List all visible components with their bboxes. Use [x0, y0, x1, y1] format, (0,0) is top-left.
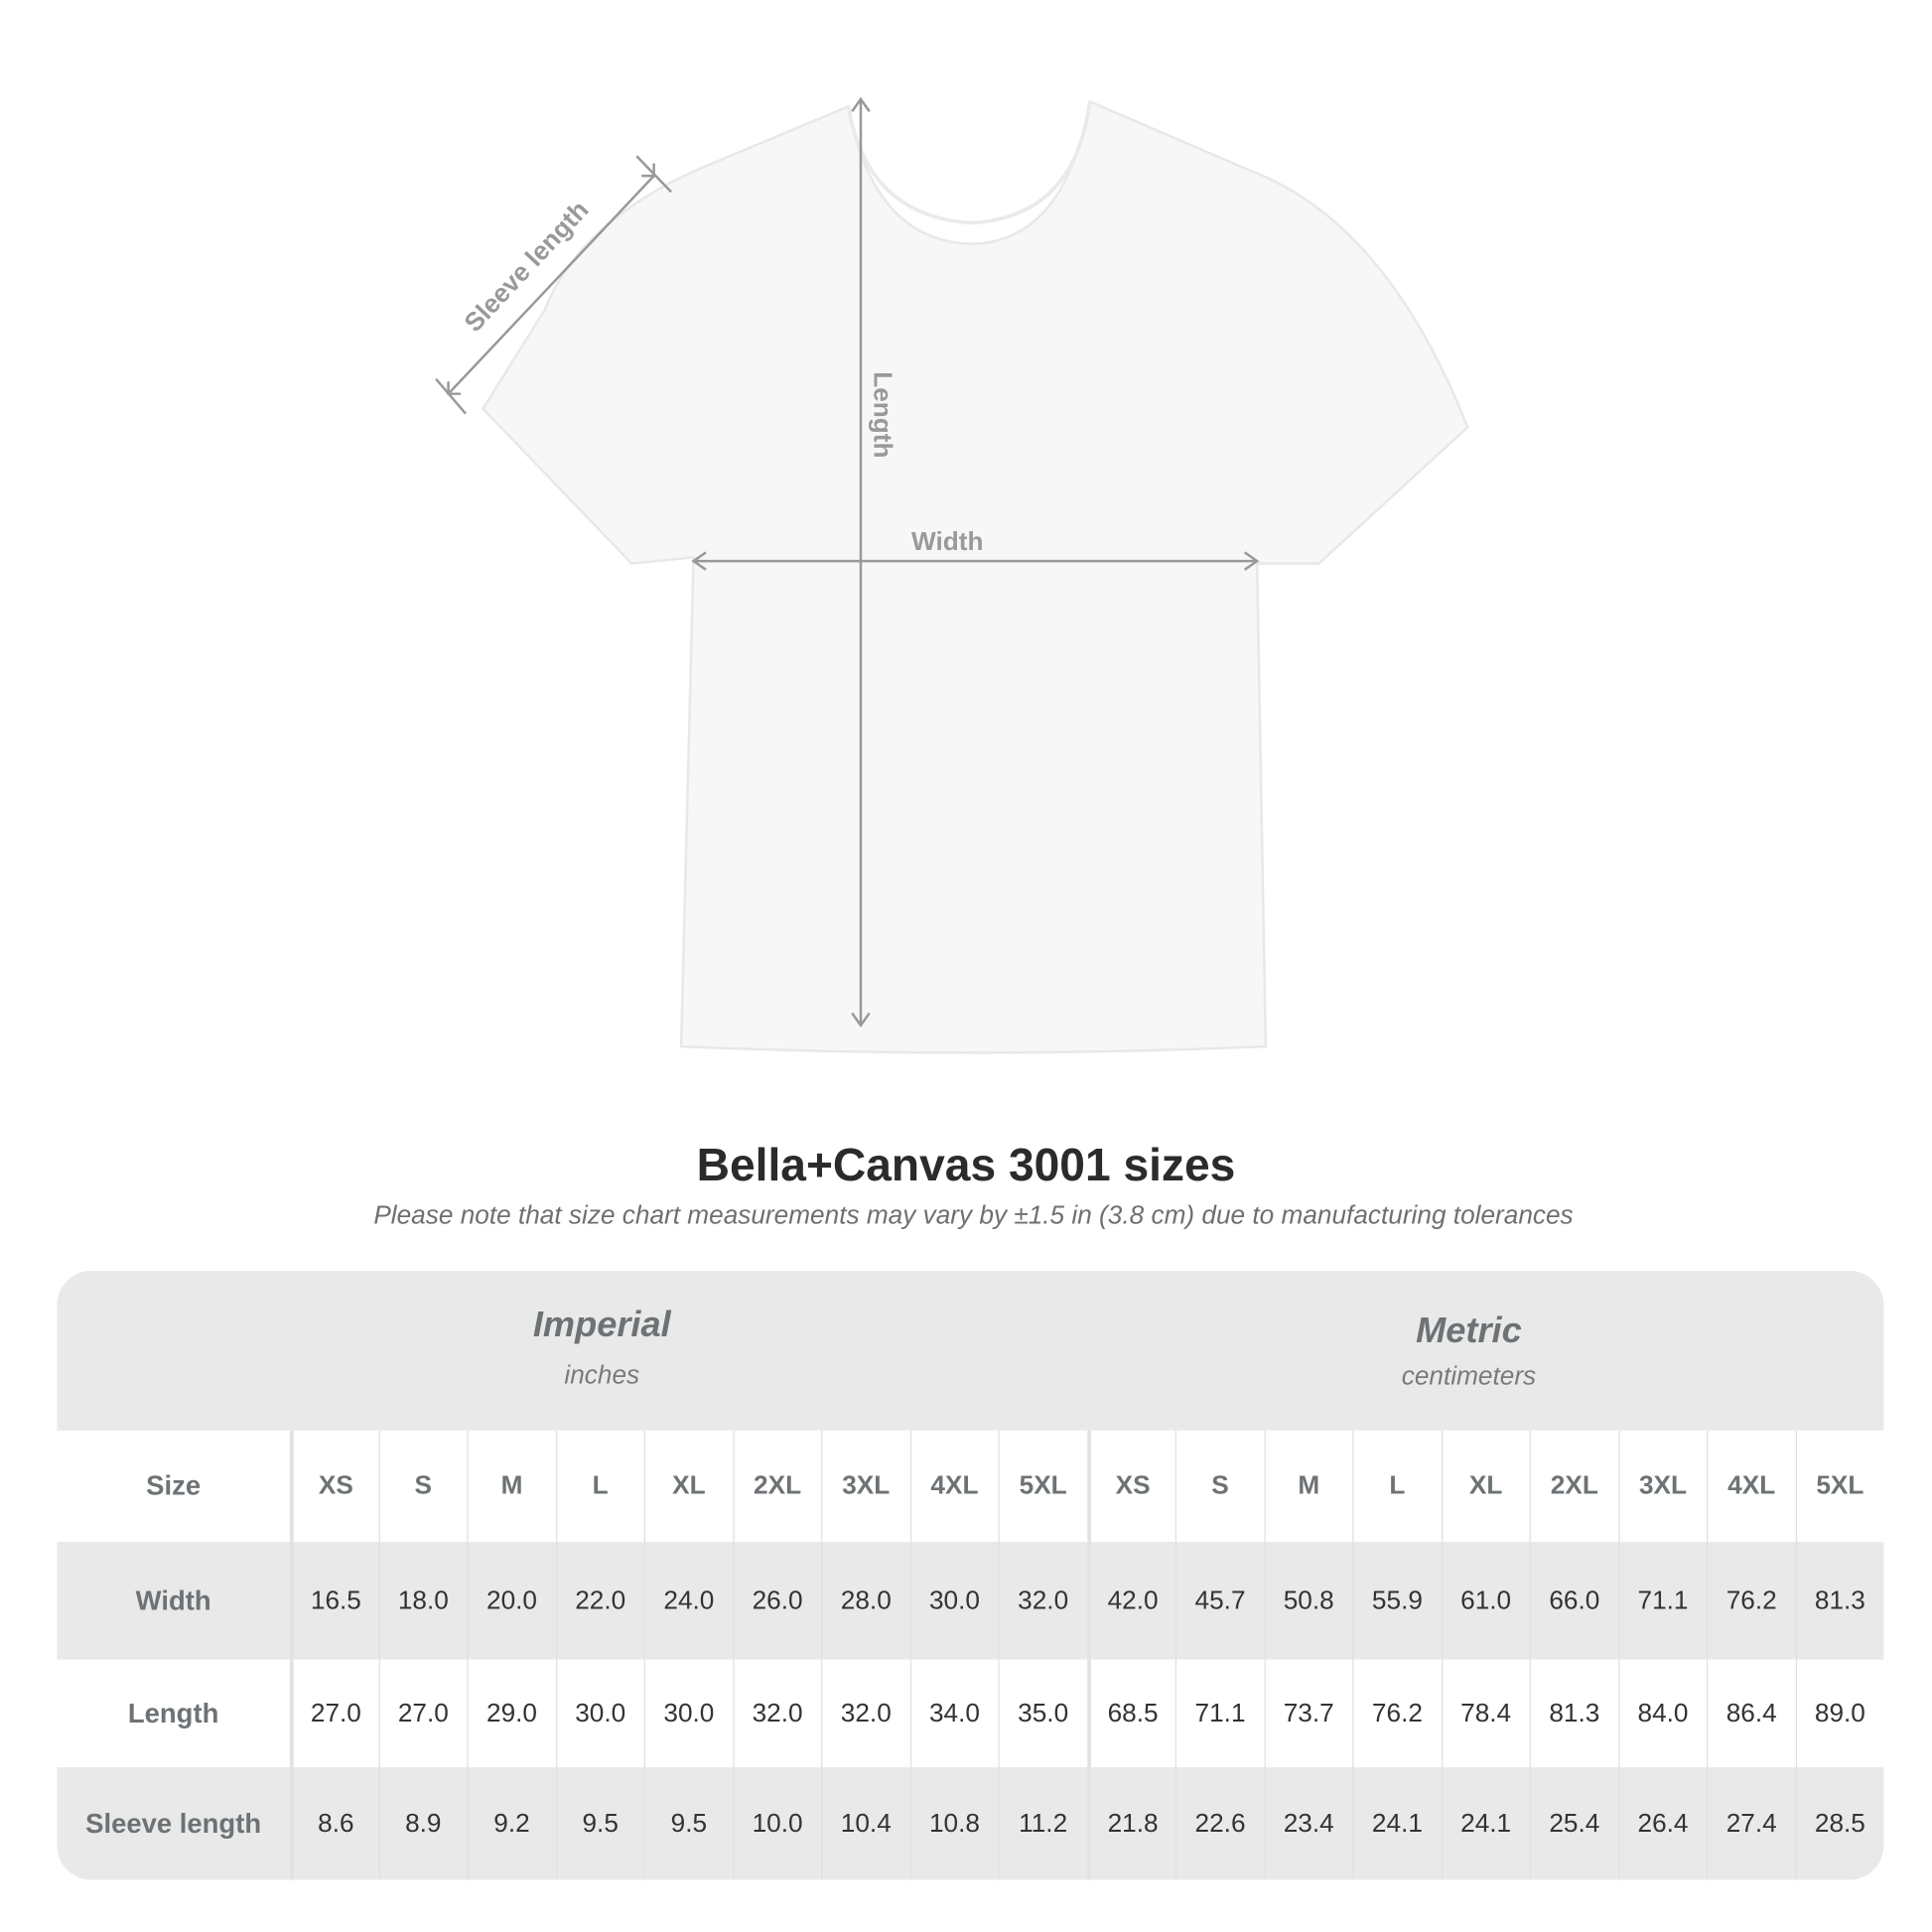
table-cell: 32.0 — [998, 1542, 1086, 1660]
size-header-cell: M — [1264, 1430, 1352, 1543]
sleeve-arrow — [447, 175, 655, 395]
table-cell: 76.2 — [1706, 1542, 1795, 1660]
table-cell: 8.6 — [289, 1767, 378, 1880]
size-table: Imperial inches Metric centimeters Size X… — [57, 1270, 1884, 1880]
table-cell: 16.5 — [289, 1542, 378, 1660]
table-cell: 28.5 — [1795, 1767, 1883, 1880]
metric-title: Metric — [1416, 1311, 1522, 1351]
table-cell: 23.4 — [1264, 1767, 1352, 1880]
table-cell: 89.0 — [1795, 1659, 1883, 1768]
collar — [846, 101, 1092, 225]
imperial-group: Imperial inches — [404, 1306, 800, 1391]
size-header-cell: S — [1174, 1430, 1264, 1543]
table-cell: 26.0 — [732, 1542, 821, 1660]
table-cell: 27.0 — [378, 1659, 467, 1768]
table-cell: 20.0 — [467, 1542, 555, 1660]
size-header-cell: L — [1352, 1430, 1441, 1543]
imperial-unit: inches — [564, 1360, 640, 1390]
table-cell: 86.4 — [1706, 1659, 1795, 1768]
table-header-band — [57, 1270, 1884, 1431]
table-cell: 35.0 — [998, 1659, 1086, 1768]
size-header-cell: 4XL — [909, 1430, 998, 1543]
table-cell: 71.1 — [1617, 1542, 1707, 1660]
table-cell: 45.7 — [1174, 1542, 1264, 1660]
table-cell: 18.0 — [378, 1542, 467, 1660]
size-header-cell: 2XL — [1529, 1430, 1618, 1543]
table-cell: 22.6 — [1174, 1767, 1264, 1880]
table-cell: 42.0 — [1086, 1542, 1175, 1660]
table-cell: 8.9 — [378, 1767, 467, 1880]
imperial-title: Imperial — [532, 1305, 671, 1345]
size-header-cell: XL — [643, 1430, 733, 1543]
table-cell: 28.0 — [821, 1542, 909, 1660]
row-label: Length — [127, 1697, 219, 1728]
table-cell: 84.0 — [1617, 1659, 1707, 1768]
table-cell: 71.1 — [1174, 1659, 1264, 1768]
table-row-width: Width 16.5 18.0 20.0 22.0 24.0 26.0 28.0 30.0 32.… — [57, 1542, 1884, 1660]
table-cell: 81.3 — [1795, 1542, 1883, 1660]
table-cell: 61.0 — [1441, 1542, 1529, 1660]
table-cell: 32.0 — [732, 1659, 821, 1768]
width-label: Width — [911, 526, 983, 556]
tshirt-diagram: Sleeve length Length Width — [435, 96, 1469, 1054]
page-title: Bella+Canvas 3001 sizes — [696, 1139, 1236, 1190]
table-cell: 34.0 — [909, 1659, 998, 1768]
size-header-cell: XS — [289, 1430, 378, 1543]
table-cell: 55.9 — [1352, 1542, 1441, 1660]
table-cell: 27.0 — [289, 1659, 378, 1768]
table-cell: 27.4 — [1706, 1767, 1795, 1880]
table-cell: 11.2 — [998, 1767, 1086, 1880]
row-label: Sleeve length — [85, 1807, 262, 1839]
row-label: Width — [135, 1585, 211, 1616]
size-row-label: Size — [146, 1469, 202, 1501]
table-row-sleeve-length: Sleeve length 8.6 8.9 9.2 9.5 9.5 10.0 10.4 10.8… — [57, 1767, 1884, 1880]
size-header-cell: S — [378, 1430, 467, 1543]
size-header-cell: 3XL — [1617, 1430, 1707, 1543]
table-cell: 25.4 — [1529, 1767, 1618, 1880]
size-header-cell: M — [467, 1430, 555, 1543]
table-cell: 9.5 — [555, 1767, 643, 1880]
metric-group: Metric centimeters — [1271, 1311, 1667, 1392]
table-cell: 78.4 — [1441, 1659, 1529, 1768]
table-cell: 30.0 — [909, 1542, 998, 1660]
table-cell: 10.0 — [732, 1767, 821, 1880]
tolerance-note: Please note that size chart measurements… — [373, 1201, 1574, 1230]
table-cell: 50.8 — [1264, 1542, 1352, 1660]
size-header-cell: 5XL — [998, 1430, 1086, 1543]
table-cell: 66.0 — [1529, 1542, 1618, 1660]
table-cell: 26.4 — [1617, 1767, 1707, 1880]
table-cell: 30.0 — [643, 1659, 733, 1768]
table-cell: 76.2 — [1352, 1659, 1441, 1768]
size-row: Size XS S M L XL 2XL 3XL 4XL 5XL XS S M L XL 2XL 3XL 4XL 5… — [57, 1430, 1883, 1543]
table-cell: 73.7 — [1264, 1659, 1352, 1768]
table-row-length: Length 27.0 27.0 29.0 30.0 30.0 32.0 32.0 34.0 35… — [57, 1659, 1883, 1768]
table-cell: 24.1 — [1441, 1767, 1529, 1880]
table-cell: 30.0 — [555, 1659, 643, 1768]
table-cell: 9.2 — [467, 1767, 555, 1880]
size-header-cell: XS — [1086, 1430, 1175, 1543]
table-cell: 24.0 — [643, 1542, 733, 1660]
table-cell: 81.3 — [1529, 1659, 1618, 1768]
length-label: Length — [869, 371, 898, 458]
table-cell: 10.4 — [821, 1767, 909, 1880]
table-cell: 24.1 — [1352, 1767, 1441, 1880]
size-header-cell: 2XL — [732, 1430, 821, 1543]
size-header-cell: 5XL — [1795, 1430, 1883, 1543]
table-cell: 32.0 — [821, 1659, 909, 1768]
metric-unit: centimeters — [1401, 1362, 1537, 1391]
table-cell: 9.5 — [643, 1767, 733, 1880]
size-header-cell: L — [555, 1430, 643, 1543]
size-header-cell: 3XL — [821, 1430, 909, 1543]
table-cell: 10.8 — [909, 1767, 998, 1880]
table-cell: 22.0 — [555, 1542, 643, 1660]
table-cell: 21.8 — [1086, 1767, 1175, 1880]
table-cell: 29.0 — [467, 1659, 555, 1768]
table-cell: 68.5 — [1086, 1659, 1175, 1768]
size-header-cell: 4XL — [1706, 1430, 1795, 1543]
size-header-cell: XL — [1441, 1430, 1529, 1543]
tshirt-image — [481, 99, 1469, 1054]
